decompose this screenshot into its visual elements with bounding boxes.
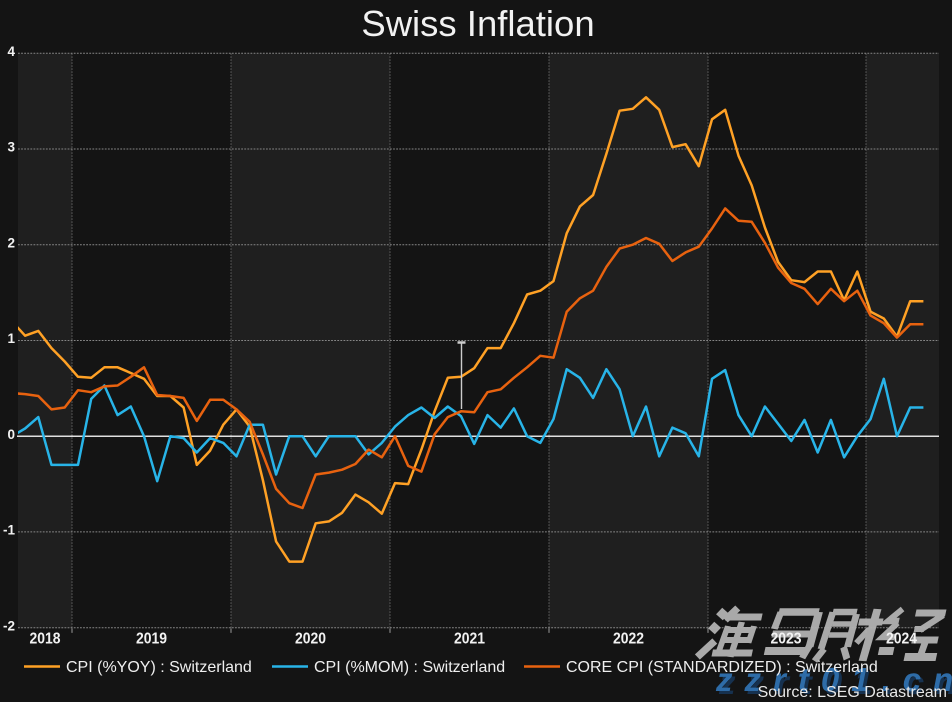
svg-text:CPI (%MOM) : Switzerland: CPI (%MOM) : Switzerland — [314, 659, 505, 676]
svg-text:2018: 2018 — [30, 630, 61, 647]
svg-text:2023: 2023 — [771, 630, 802, 647]
svg-text:zzrt01.cn: zzrt01.cn — [718, 664, 952, 701]
svg-text:zzrt01.cn: zzrt01.cn — [715, 661, 952, 698]
svg-text:CORE CPI (STANDARDIZED) : Swit: CORE CPI (STANDARDIZED) : Switzerland — [566, 659, 878, 676]
svg-text:2024: 2024 — [886, 630, 917, 647]
svg-text:2021: 2021 — [454, 630, 485, 647]
svg-text:2020: 2020 — [295, 630, 326, 647]
svg-text:1: 1 — [7, 331, 15, 346]
svg-text:2019: 2019 — [136, 630, 167, 647]
svg-text:-1: -1 — [3, 523, 15, 538]
svg-text:3: 3 — [7, 140, 15, 155]
svg-text:-2: -2 — [3, 618, 15, 633]
svg-text:Swiss Inflation: Swiss Inflation — [361, 3, 594, 44]
svg-text:2022: 2022 — [613, 630, 644, 647]
svg-text:CPI (%YOY) : Switzerland: CPI (%YOY) : Switzerland — [66, 659, 252, 676]
svg-text:Source: LSEG Datastream: Source: LSEG Datastream — [758, 684, 947, 701]
svg-text:2: 2 — [7, 235, 15, 250]
svg-text:4: 4 — [7, 44, 15, 59]
svg-text:0: 0 — [7, 427, 15, 442]
